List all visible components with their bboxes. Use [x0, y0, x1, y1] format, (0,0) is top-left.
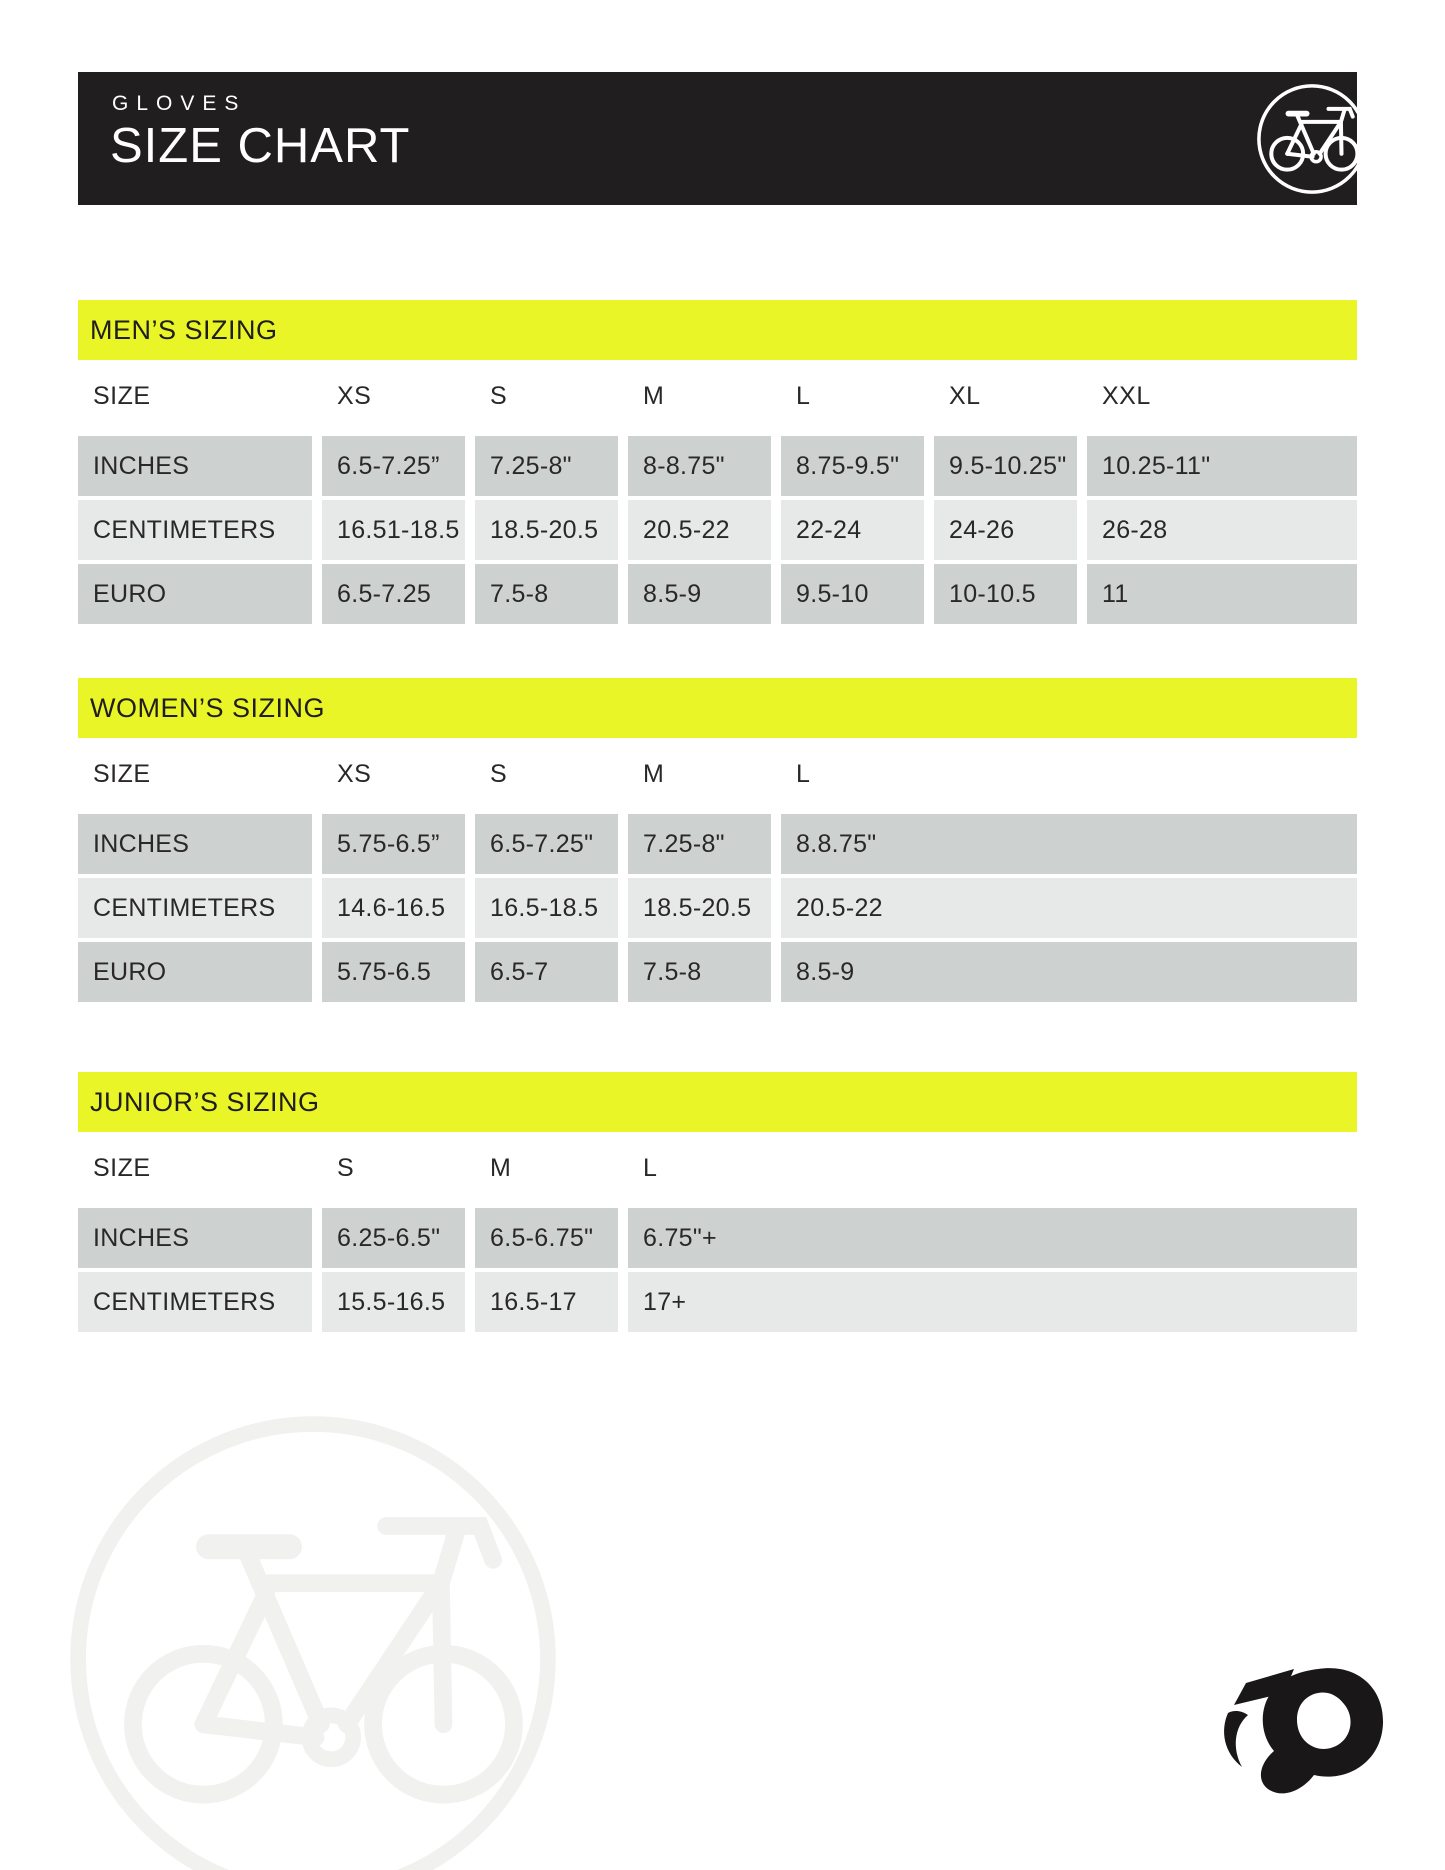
header-banner: GLOVES SIZE CHART: [78, 72, 1357, 205]
mens-sizing-header-bar: MEN’S SIZING: [78, 300, 1357, 360]
mens-cell-euro-xl: 10-10.5: [934, 564, 1077, 624]
mens-cell-centimeters-xs: 16.51-18.5: [322, 500, 465, 560]
col-header-xxl: XXL: [1102, 381, 1151, 410]
col-header-l: L: [796, 381, 811, 410]
section-womens-sizing: WOMEN’S SIZING SIZE XS S M L INCHES 5.75-6.5” 6…: [78, 678, 1357, 1002]
womens-cell-centimeters-s: 16.5-18.5: [475, 878, 618, 938]
womens-cell-centimeters-l: 20.5-22: [781, 878, 1357, 938]
col-header-xl: XL: [949, 381, 981, 410]
col-header-m: M: [490, 1153, 512, 1182]
col-header-l: L: [643, 1153, 658, 1182]
col-header-size: SIZE: [93, 1153, 151, 1182]
womens-row-label-inches: INCHES: [78, 814, 312, 874]
col-header-m: M: [643, 759, 665, 788]
womens-sizing-table: SIZE XS S M L INCHES 5.75-6.5” 6.5-7.25" 7.25-8"…: [78, 738, 1357, 1002]
mens-row-label-centimeters: CENTIMETERS: [78, 500, 312, 560]
mens-cell-inches-xs: 6.5-7.25”: [322, 436, 465, 496]
col-header-s: S: [490, 759, 508, 788]
womens-cell-inches-l: 8.8.75": [781, 814, 1357, 874]
womens-sizing-header-bar: WOMEN’S SIZING: [78, 678, 1357, 738]
mens-cell-euro-xxl: 11: [1087, 564, 1357, 624]
mens-cell-centimeters-l: 22-24: [781, 500, 924, 560]
womens-cell-centimeters-m: 18.5-20.5: [628, 878, 771, 938]
mens-cell-centimeters-m: 20.5-22: [628, 500, 771, 560]
womens-cell-inches-xs: 5.75-6.5”: [322, 814, 465, 874]
section-juniors-sizing: JUNIOR’S SIZING SIZE S M L INCHES 6.25-6.5" 6.…: [78, 1072, 1357, 1332]
womens-cell-euro-m: 7.5-8: [628, 942, 771, 1002]
mens-cell-centimeters-xxl: 26-28: [1087, 500, 1357, 560]
col-header-s: S: [490, 381, 508, 410]
col-header-xs: XS: [337, 381, 372, 410]
mens-sizing-table: SIZE XS S M L XL XXL INCHES 6.5-7.25” 7.25-8" 8-8.…: [78, 360, 1357, 624]
womens-row-label-euro: EURO: [78, 942, 312, 1002]
juniors-cell-centimeters-s: 15.5-16.5: [322, 1272, 465, 1332]
bicycle-circle-watermark: [52, 1398, 574, 1870]
womens-cell-euro-s: 6.5-7: [475, 942, 618, 1002]
juniors-cell-inches-s: 6.25-6.5": [322, 1208, 465, 1268]
womens-cell-centimeters-xs: 14.6-16.5: [322, 878, 465, 938]
juniors-row-label-inches: INCHES: [78, 1208, 312, 1268]
juniors-cell-inches-l: 6.75"+: [628, 1208, 1357, 1268]
col-header-size: SIZE: [93, 381, 151, 410]
mens-cell-inches-xl: 9.5-10.25": [934, 436, 1077, 496]
header-eyebrow: GLOVES: [112, 92, 247, 115]
pearl-izumi-logo: [1224, 1668, 1384, 1794]
mens-cell-euro-m: 8.5-9: [628, 564, 771, 624]
mens-sizing-title: MEN’S SIZING: [90, 314, 278, 345]
mens-row-label-euro: EURO: [78, 564, 312, 624]
mens-cell-euro-s: 7.5-8: [475, 564, 618, 624]
page-title: SIZE CHART: [110, 119, 411, 173]
mens-row-label-inches: INCHES: [78, 436, 312, 496]
section-mens-sizing: MEN’S SIZING SIZE XS S M L XL XXL INCHES 6.5-7.2…: [78, 300, 1357, 624]
mens-cell-inches-s: 7.25-8": [475, 436, 618, 496]
womens-row-label-centimeters: CENTIMETERS: [78, 878, 312, 938]
col-header-xs: XS: [337, 759, 372, 788]
mens-cell-centimeters-xl: 24-26: [934, 500, 1077, 560]
womens-cell-euro-l: 8.5-9: [781, 942, 1357, 1002]
col-header-l: L: [796, 759, 811, 788]
mens-cell-inches-xxl: 10.25-11": [1087, 436, 1357, 496]
mens-cell-euro-xs: 6.5-7.25: [322, 564, 465, 624]
juniors-sizing-table: SIZE S M L INCHES 6.25-6.5" 6.5-6.75" 6.75"+ CEN…: [78, 1132, 1357, 1332]
col-header-m: M: [643, 381, 665, 410]
juniors-row-label-centimeters: CENTIMETERS: [78, 1272, 312, 1332]
mens-cell-euro-l: 9.5-10: [781, 564, 924, 624]
mens-cell-centimeters-s: 18.5-20.5: [475, 500, 618, 560]
mens-cell-inches-m: 8-8.75": [628, 436, 771, 496]
juniors-cell-centimeters-l: 17+: [628, 1272, 1357, 1332]
mens-cell-inches-l: 8.75-9.5": [781, 436, 924, 496]
juniors-cell-inches-m: 6.5-6.75": [475, 1208, 618, 1268]
juniors-sizing-header-bar: JUNIOR’S SIZING: [78, 1072, 1357, 1132]
bicycle-circle-icon: [1257, 83, 1357, 194]
womens-sizing-title: WOMEN’S SIZING: [90, 692, 325, 723]
womens-cell-euro-xs: 5.75-6.5: [322, 942, 465, 1002]
juniors-cell-centimeters-m: 16.5-17: [475, 1272, 618, 1332]
col-header-s: S: [337, 1153, 355, 1182]
sizing-sections: MEN’S SIZING SIZE XS S M L XL XXL INCHES 6.5-7.2…: [78, 300, 1357, 1386]
col-header-size: SIZE: [93, 759, 151, 788]
juniors-sizing-title: JUNIOR’S SIZING: [90, 1086, 320, 1117]
womens-cell-inches-s: 6.5-7.25": [475, 814, 618, 874]
womens-cell-inches-m: 7.25-8": [628, 814, 771, 874]
